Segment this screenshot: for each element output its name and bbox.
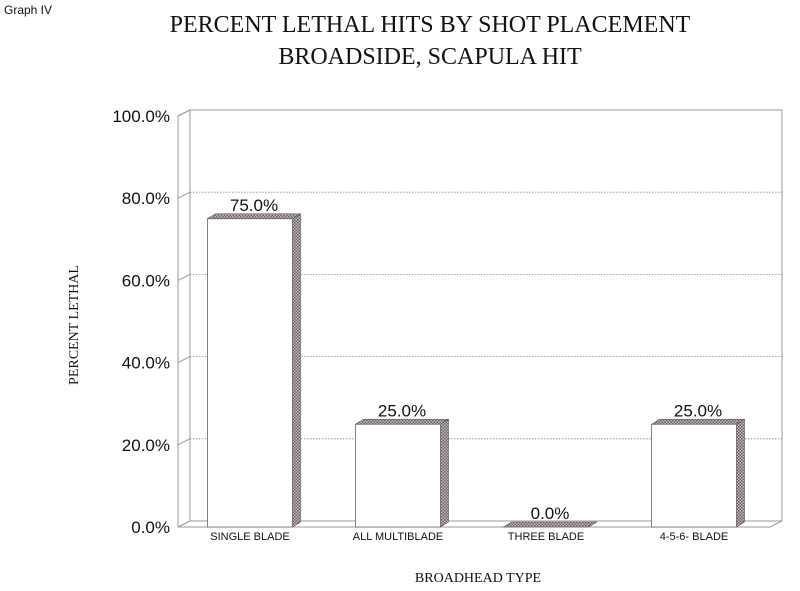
y-tick-label: 40.0% bbox=[122, 354, 170, 373]
bar-side bbox=[440, 418, 449, 528]
chart-title: PERCENT LETHAL HITS BY SHOT PLACEMENT bbox=[169, 12, 691, 38]
y-axis-label: PERCENT LETHAL bbox=[67, 265, 82, 385]
data-label: 25.0% bbox=[378, 401, 426, 420]
data-label: 0.0% bbox=[531, 504, 570, 523]
chart-subtitle: BROADSIDE, SCAPULA HIT bbox=[278, 44, 582, 70]
tick-mark bbox=[177, 273, 191, 281]
bar-side bbox=[292, 213, 301, 528]
data-label: 25.0% bbox=[674, 401, 722, 420]
tick-mark bbox=[177, 356, 191, 364]
x-tick-label: SINGLE BLADE bbox=[210, 531, 289, 543]
x-tick-label: ALL MULTIBLADE bbox=[353, 531, 443, 543]
y-tick-label: 80.0% bbox=[122, 189, 170, 208]
y-tick-label: 20.0% bbox=[122, 436, 170, 455]
bar-side bbox=[736, 418, 745, 528]
y-tick-label: 0.0% bbox=[131, 518, 170, 537]
y-tick-label: 60.0% bbox=[122, 271, 170, 290]
x-tick-label: 4-5-6- BLADE bbox=[660, 531, 728, 543]
bar bbox=[651, 423, 737, 528]
graph-number-label: Graph IV bbox=[4, 3, 53, 17]
x-tick-label: THREE BLADE bbox=[508, 531, 584, 543]
bar-side bbox=[588, 521, 597, 528]
y-tick-label: 100.0% bbox=[112, 107, 170, 126]
tick-mark bbox=[177, 520, 191, 528]
x-axis-label: BROADHEAD TYPE bbox=[415, 571, 541, 586]
tick-mark bbox=[177, 191, 191, 199]
tick-mark bbox=[177, 438, 191, 446]
bar bbox=[207, 218, 293, 528]
tick-mark bbox=[177, 109, 191, 117]
data-label: 75.0% bbox=[230, 196, 278, 215]
bar bbox=[355, 423, 441, 528]
